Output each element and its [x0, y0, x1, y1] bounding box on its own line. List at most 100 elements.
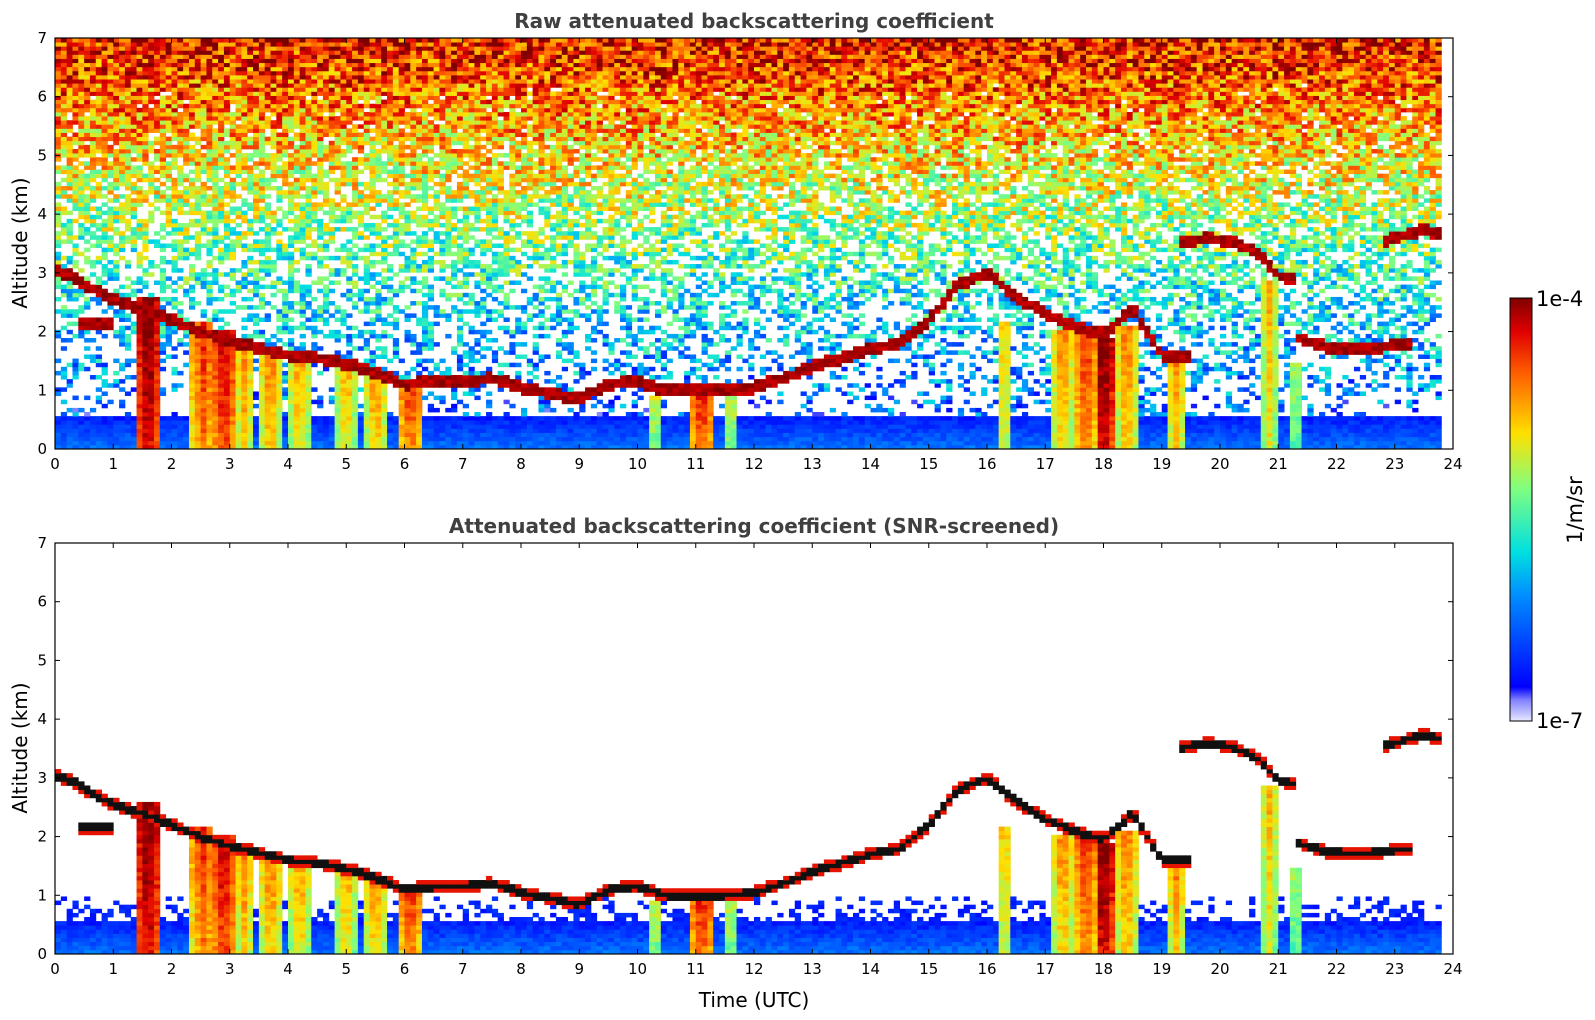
heatmap-cell	[55, 132, 62, 138]
heatmap-cell	[317, 218, 324, 224]
heatmap-cell	[334, 79, 341, 84]
heatmap-cell	[282, 99, 289, 105]
heatmap-cell	[154, 444, 161, 449]
heatmap-cell	[253, 342, 260, 347]
heatmap-cell	[142, 313, 149, 318]
heatmap-cell	[410, 350, 417, 355]
heatmap-cell	[218, 428, 225, 433]
heatmap-cell	[89, 321, 97, 327]
heatmap-cell	[369, 350, 376, 355]
heatmap-cell	[334, 42, 341, 47]
heatmap-cell	[78, 103, 85, 109]
heatmap-cell	[194, 116, 202, 121]
heatmap-cell	[229, 169, 236, 175]
heatmap-cell	[212, 62, 219, 68]
heatmap-cell	[305, 54, 312, 59]
heatmap-cell	[398, 46, 405, 51]
heatmap-cell	[84, 136, 91, 142]
heatmap-cell	[177, 309, 184, 314]
heatmap-cell	[328, 432, 336, 438]
heatmap-cell	[282, 165, 289, 170]
heatmap-cell	[375, 198, 382, 203]
heatmap-cell	[101, 70, 108, 76]
heatmap-cell	[270, 218, 277, 224]
heatmap-cell	[346, 107, 353, 113]
heatmap-cell	[247, 144, 254, 150]
heatmap-cell	[369, 387, 376, 392]
heatmap-cell	[352, 333, 359, 339]
heatmap-cell	[311, 280, 318, 285]
heatmap-cell	[136, 309, 143, 314]
heatmap-cell	[357, 296, 365, 302]
heatmap-cell	[171, 218, 178, 224]
heatmap-cell	[392, 161, 400, 166]
heatmap-cell	[165, 62, 172, 68]
heatmap-cell	[72, 120, 79, 125]
heatmap-cell	[78, 185, 85, 191]
heatmap-cell	[142, 140, 149, 146]
heatmap-cell	[427, 329, 435, 335]
heatmap-cell	[130, 358, 137, 364]
heatmap-cell	[264, 66, 271, 72]
heatmap-cell	[346, 218, 353, 224]
heatmap-cell	[101, 144, 108, 150]
heatmap-cell	[253, 206, 260, 212]
heatmap-cell	[206, 111, 213, 117]
heatmap-cell	[293, 148, 301, 154]
heatmap-cell	[66, 198, 73, 203]
heatmap-cell	[340, 272, 347, 277]
heatmap-cell	[288, 379, 295, 384]
heatmap-cell	[177, 66, 184, 72]
heatmap-cell	[148, 321, 155, 327]
heatmap-cell	[410, 177, 417, 183]
heatmap-cell	[369, 416, 376, 421]
heatmap-cell	[398, 83, 405, 88]
heatmap-cell	[387, 190, 394, 195]
heatmap-cell	[427, 169, 435, 175]
heatmap-cell	[229, 292, 236, 298]
heatmap-cell	[124, 362, 132, 368]
heatmap-cell	[340, 407, 347, 413]
heatmap-cell	[72, 169, 79, 175]
heatmap-cell	[84, 116, 91, 121]
heatmap-cell	[363, 305, 370, 310]
heatmap-cell	[421, 342, 429, 347]
heatmap-cell	[78, 124, 85, 129]
heatmap-cell	[276, 42, 283, 47]
heatmap-cell	[334, 412, 341, 417]
heatmap-cell	[276, 91, 283, 96]
heatmap-cell	[95, 157, 103, 162]
heatmap-cell	[229, 362, 236, 368]
heatmap-cell	[288, 91, 295, 96]
heatmap-cell	[89, 284, 97, 290]
heatmap-cell	[119, 165, 126, 170]
heatmap-cell	[433, 362, 440, 368]
heatmap-cell	[60, 440, 68, 446]
heatmap-cell	[299, 107, 306, 113]
heatmap-cell	[124, 358, 132, 364]
heatmap-cell	[194, 416, 202, 421]
heatmap-cell	[136, 370, 143, 376]
heatmap-cell	[421, 91, 429, 96]
heatmap-cell	[235, 58, 242, 64]
heatmap-cell	[124, 206, 132, 212]
heatmap-cell	[328, 87, 336, 92]
heatmap-cell	[60, 284, 68, 290]
heatmap-cell	[119, 362, 126, 368]
heatmap-cell	[177, 243, 184, 249]
heatmap-cell	[392, 58, 400, 64]
heatmap-cell	[95, 74, 103, 80]
heatmap-cell	[340, 333, 347, 339]
heatmap-cell	[369, 428, 376, 433]
heatmap-cell	[159, 62, 167, 68]
heatmap-cell	[206, 292, 213, 298]
heatmap-cell	[293, 235, 301, 240]
heatmap-cell	[427, 288, 435, 294]
heatmap-cell	[218, 140, 225, 146]
heatmap-cell	[241, 264, 248, 269]
heatmap-cell	[293, 38, 301, 43]
heatmap-cell	[60, 91, 68, 96]
heatmap-cell	[282, 91, 289, 96]
heatmap-cell	[346, 58, 353, 64]
heatmap-cell	[183, 416, 190, 421]
